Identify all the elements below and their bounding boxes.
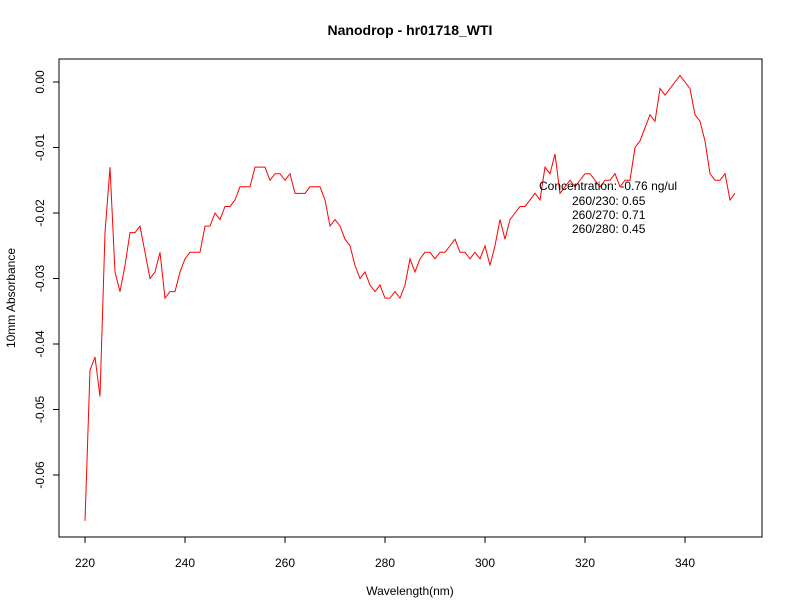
y-tick-label: 0.00: [33, 70, 47, 94]
annotation-260-280: 260/280: 0.45: [572, 222, 646, 236]
x-tick-label: 220: [75, 556, 95, 570]
annotation-block: Concentration: -0.76 ng/ul 260/230: 0.65…: [539, 179, 677, 236]
annotation-260-270: 260/270: 0.71: [572, 208, 646, 222]
x-axis-label: Wavelength(nm): [366, 584, 454, 598]
x-tick-label: 320: [575, 556, 595, 570]
y-tick-label: -0.02: [33, 199, 47, 227]
y-tick-label: -0.03: [33, 265, 47, 293]
x-tick-label: 260: [275, 556, 295, 570]
y-tick-label: -0.01: [33, 134, 47, 162]
x-tick-label: 280: [375, 556, 395, 570]
plot-frame: [58, 58, 763, 538]
y-tick-label: -0.06: [33, 461, 47, 489]
y-tick-label: -0.04: [33, 330, 47, 358]
annotation-concentration: Concentration: -0.76 ng/ul: [539, 179, 677, 193]
y-tick-label: -0.05: [33, 396, 47, 424]
chart-title: Nanodrop - hr01718_WTI: [328, 22, 493, 38]
y-axis-label: 10mm Absorbance: [4, 248, 18, 348]
y-axis: 0.00 -0.01 -0.02 -0.03 -0.04 -0.05 -0.06: [33, 70, 59, 489]
x-tick-label: 340: [675, 556, 695, 570]
x-tick-label: 240: [175, 556, 195, 570]
x-axis: 220 240 260 280 300 320 340: [75, 537, 695, 570]
series-points: [84, 74, 737, 522]
series-line: [84, 74, 736, 521]
annotation-260-230: 260/230: 0.65: [572, 194, 646, 208]
x-tick-label: 300: [475, 556, 495, 570]
